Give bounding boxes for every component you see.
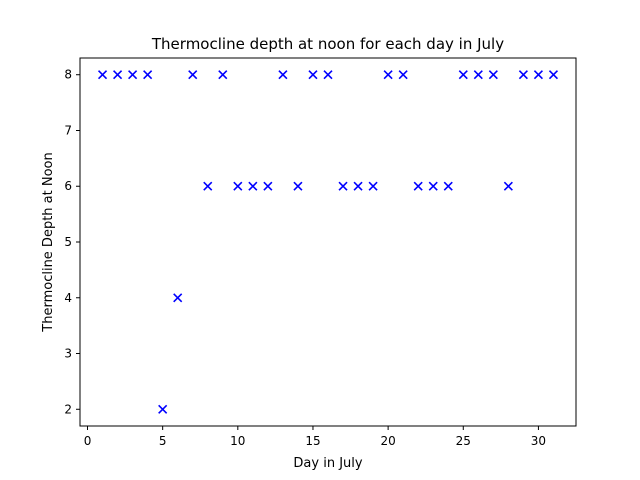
data-point — [533, 70, 543, 80]
data-point — [383, 70, 393, 80]
y-tick-label: 4 — [64, 291, 72, 305]
y-tick-label: 6 — [64, 179, 72, 193]
data-point — [203, 181, 213, 191]
data-point — [293, 181, 303, 191]
data-point — [548, 70, 559, 80]
data-point — [263, 181, 273, 191]
x-tick-label: 5 — [159, 434, 167, 448]
data-point — [353, 181, 363, 191]
data-point — [158, 404, 168, 414]
data-point — [188, 70, 198, 80]
data-point — [143, 70, 153, 80]
y-tick-label: 3 — [64, 347, 72, 361]
data-point — [518, 70, 528, 80]
data-point — [443, 181, 453, 191]
data-point — [428, 181, 438, 191]
x-tick-label: 0 — [84, 434, 92, 448]
data-point — [248, 181, 258, 191]
data-point — [308, 70, 318, 80]
data-point — [413, 181, 423, 191]
data-point — [458, 70, 468, 80]
chart-title: Thermocline depth at noon for each day i… — [151, 35, 504, 53]
x-tick-label: 15 — [305, 434, 320, 448]
x-tick-label: 25 — [456, 434, 471, 448]
data-point — [218, 70, 228, 80]
data-point — [323, 70, 333, 80]
data-point — [97, 70, 108, 80]
y-tick-label: 8 — [64, 68, 72, 82]
y-tick-label: 2 — [64, 402, 72, 416]
data-point — [338, 181, 348, 191]
data-point — [113, 70, 123, 80]
x-tick-label: 10 — [230, 434, 245, 448]
x-tick-label: 30 — [531, 434, 546, 448]
data-point — [398, 70, 408, 80]
data-point — [233, 181, 243, 191]
data-point — [128, 70, 138, 80]
data-point — [488, 70, 498, 80]
x-axis-label: Day in July — [293, 456, 362, 471]
data-points — [97, 70, 559, 414]
y-tick-label: 5 — [64, 235, 72, 249]
x-tick-label: 20 — [380, 434, 395, 448]
data-point — [278, 70, 288, 80]
plot-area-frame — [79, 57, 577, 427]
data-point — [173, 293, 183, 303]
y-tick-label: 7 — [64, 123, 72, 137]
data-point — [503, 181, 513, 191]
data-point — [473, 70, 483, 80]
y-axis-label: Thermocline Depth at Noon — [41, 152, 56, 332]
axis-ticks: 0 5 10 15 20 25 30 2 3 4 5 6 7 8 — [64, 68, 546, 448]
data-point — [368, 181, 378, 191]
